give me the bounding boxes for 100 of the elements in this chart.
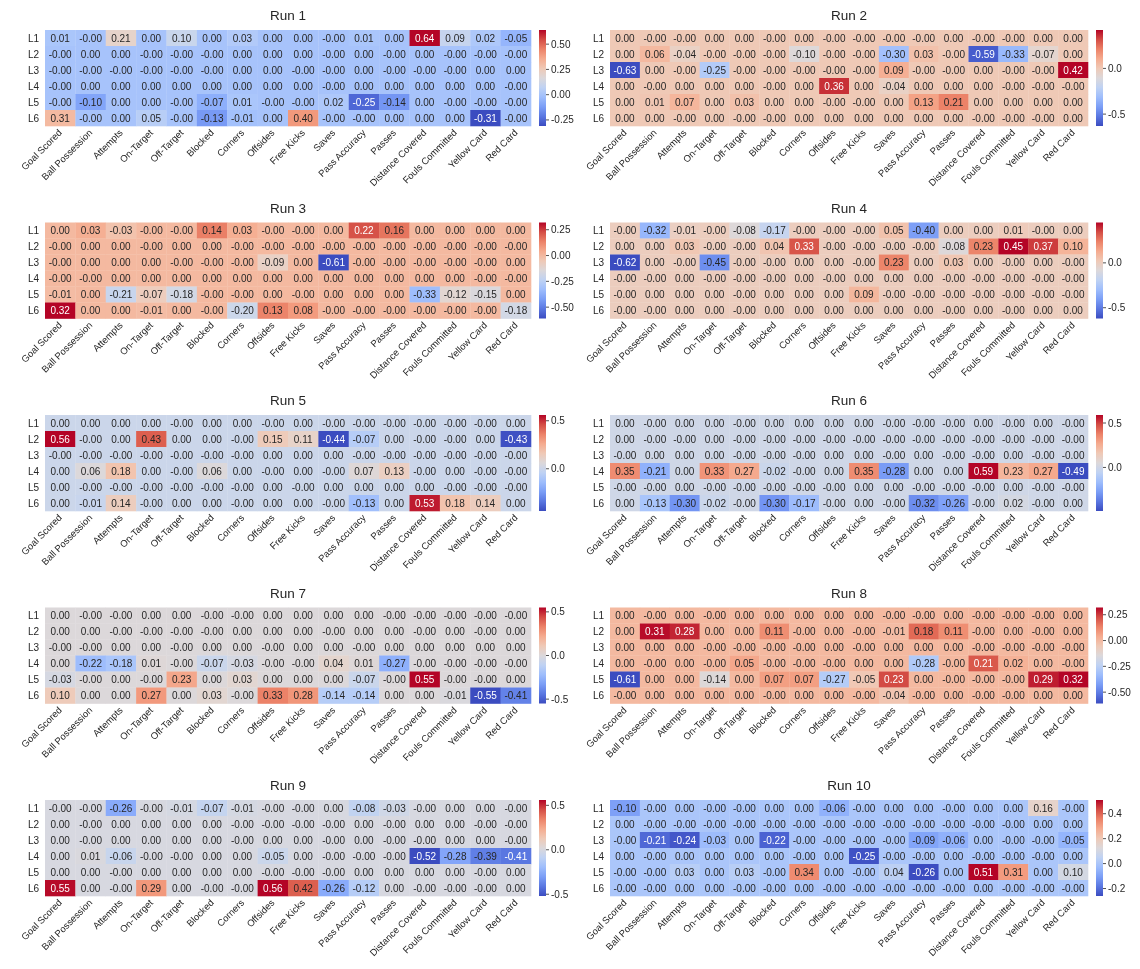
data-label: -0.01 (443, 690, 467, 701)
data-label: 0.00 (645, 449, 665, 461)
data-label: 0.00 (232, 465, 253, 477)
data-label: -0.00 (1031, 497, 1056, 509)
data-label: -0.06 (942, 834, 966, 846)
data-label: -0.00 (822, 658, 846, 669)
data-label: -0.00 (291, 289, 316, 300)
data-label: -0.07 (1031, 48, 1056, 60)
data-label: -0.00 (79, 674, 103, 685)
color-bar-label: 0.0 (551, 650, 566, 661)
data-label: -0.00 (972, 674, 996, 685)
data-label: -0.00 (474, 626, 498, 637)
data-label: 0.00 (202, 80, 223, 92)
data-label: -0.00 (1001, 80, 1026, 92)
data-label: 0.00 (1003, 626, 1024, 637)
data-label: 0.04 (323, 658, 344, 669)
data-label: -0.00 (792, 64, 817, 76)
data-label: -0.09 (912, 834, 936, 846)
data-label: -0.33 (1001, 48, 1026, 60)
data-label: -0.00 (703, 481, 727, 493)
data-label: -0.00 (1001, 642, 1026, 653)
data-label: -0.00 (504, 449, 528, 461)
data-label: 0.36 (824, 80, 845, 92)
data-label: 0.01 (645, 96, 665, 108)
y-tick-label: L4 (592, 850, 605, 862)
data-label: 0.00 (615, 241, 636, 252)
data-label: -0.00 (504, 834, 528, 846)
data-label: 0.00 (384, 32, 405, 44)
data-label: -0.00 (762, 48, 787, 60)
data-label: -0.00 (792, 626, 817, 637)
data-label: -0.00 (382, 818, 407, 830)
data-label: -0.28 (443, 850, 467, 862)
data-label: -0.18 (504, 305, 528, 316)
data-label: 0.00 (824, 850, 845, 862)
data-label: -0.00 (261, 642, 285, 653)
data-label: 0.00 (445, 802, 466, 814)
data-label: 0.00 (232, 417, 253, 429)
data-label: 0.33 (263, 690, 283, 701)
data-label: -0.00 (882, 449, 906, 461)
data-label: 0.00 (171, 433, 192, 445)
y-tick-label: L2 (27, 241, 40, 252)
data-label: -0.01 (231, 802, 255, 814)
data-label: -0.00 (822, 32, 846, 44)
data-label: -0.00 (443, 64, 467, 76)
data-label: 0.00 (506, 882, 526, 894)
data-label: -0.00 (382, 305, 407, 316)
data-label: -0.07 (200, 96, 224, 108)
chart-title: Run 9 (269, 778, 307, 793)
data-label: -0.00 (852, 32, 876, 44)
data-label: -0.00 (792, 658, 817, 669)
data-label: 0.00 (794, 112, 815, 124)
data-label: 0.00 (854, 112, 875, 124)
data-label: -0.00 (352, 449, 376, 461)
data-label: -0.17 (762, 225, 787, 236)
data-label: 0.00 (824, 289, 845, 300)
data-label: -0.00 (382, 850, 407, 862)
data-label: -0.00 (1031, 481, 1056, 493)
data-label: 0.00 (913, 642, 934, 653)
data-label: 0.00 (1063, 225, 1084, 236)
data-label: -0.00 (733, 882, 757, 894)
data-label: 0.00 (824, 642, 845, 653)
data-label: 0.00 (943, 32, 964, 44)
data-label: 0.00 (171, 273, 192, 284)
data-label: -0.00 (504, 48, 528, 60)
data-label: 0.00 (943, 690, 964, 701)
data-label: 0.00 (674, 850, 695, 862)
data-label: 0.00 (973, 305, 994, 316)
data-label: 0.00 (232, 64, 253, 76)
data-label: 0.00 (141, 96, 162, 108)
data-label: -0.00 (822, 48, 846, 60)
data-label: 0.00 (973, 257, 994, 268)
color-bar-label: -0.2 (1108, 883, 1126, 895)
data-label: 0.00 (80, 289, 101, 300)
data-label: -0.00 (443, 305, 467, 316)
data-label: 0.00 (973, 834, 994, 846)
data-label: -0.00 (443, 257, 467, 268)
data-label: -0.00 (382, 417, 407, 429)
data-label: -0.00 (852, 626, 876, 637)
data-label: -0.01 (48, 289, 73, 300)
data-label: -0.00 (170, 626, 194, 637)
data-label: -0.27 (382, 658, 407, 669)
data-label: 0.00 (973, 417, 994, 429)
data-label: 0.00 (794, 257, 815, 268)
data-label: -0.00 (643, 481, 667, 493)
data-label: 0.00 (414, 96, 435, 108)
data-label: -0.00 (231, 818, 255, 830)
data-label: 0.00 (445, 225, 466, 236)
data-label: 0.00 (615, 818, 636, 830)
data-label: 0.00 (171, 690, 192, 701)
data-label: 0.00 (506, 225, 526, 236)
data-label: -0.00 (1061, 481, 1085, 493)
data-label: 0.04 (884, 866, 904, 878)
data-label: 0.31 (645, 626, 665, 637)
data-label: -0.00 (261, 658, 285, 669)
data-label: -0.00 (972, 112, 996, 124)
data-label: 0.00 (884, 112, 904, 124)
data-label: -0.00 (643, 273, 667, 284)
data-label: -0.00 (200, 481, 224, 493)
data-label: -0.00 (48, 96, 73, 108)
data-label: -0.00 (504, 241, 528, 252)
